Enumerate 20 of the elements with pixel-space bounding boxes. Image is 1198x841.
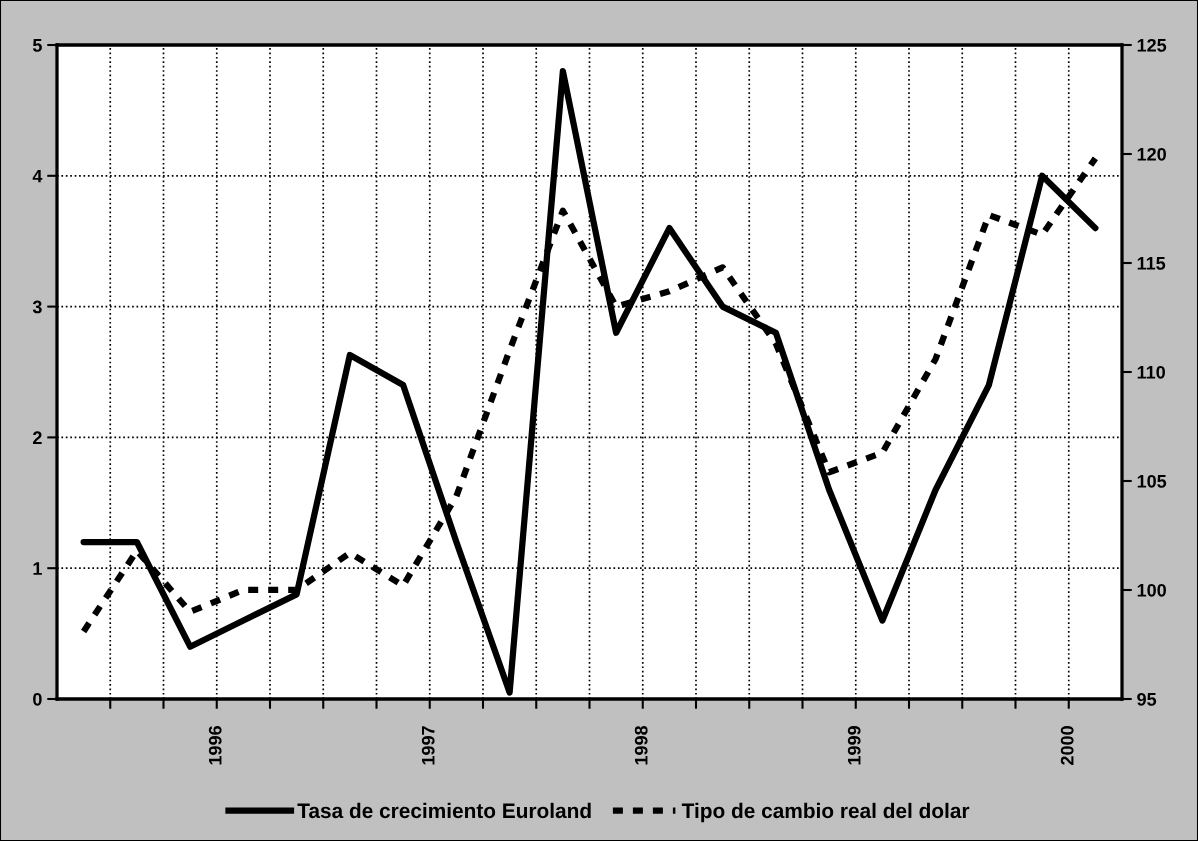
x-tick-label: 1999 xyxy=(847,726,861,765)
y2-tick-label: 110 xyxy=(1137,365,1165,379)
x-tick-label: 1997 xyxy=(421,726,435,765)
y-tick-label: 4 xyxy=(32,169,43,183)
y-tick-label: 1 xyxy=(33,562,42,575)
y-tick-label: 3 xyxy=(32,300,42,314)
x-tick-label: 2000 xyxy=(1060,726,1074,765)
x-tick-label: 1996 xyxy=(208,726,222,765)
legend-label: Tipo de cambio real del dolar xyxy=(681,802,970,823)
legend-label: Tasa de crecimiento Euroland xyxy=(297,802,591,819)
y2-tick-label: 105 xyxy=(1137,474,1167,488)
x-tick-label: 1998 xyxy=(634,725,648,765)
y-tick-label: 2 xyxy=(33,431,42,444)
y2-tick-label: 120 xyxy=(1137,147,1166,161)
y2-tick-label: 95 xyxy=(1137,692,1157,706)
y2-tick-label: 100 xyxy=(1137,583,1166,597)
y2-tick-label: 125 xyxy=(1137,38,1167,52)
y2-tick-label: 115 xyxy=(1137,257,1166,270)
y-tick-label: 0 xyxy=(33,692,42,706)
y-tick-label: 5 xyxy=(32,39,42,52)
